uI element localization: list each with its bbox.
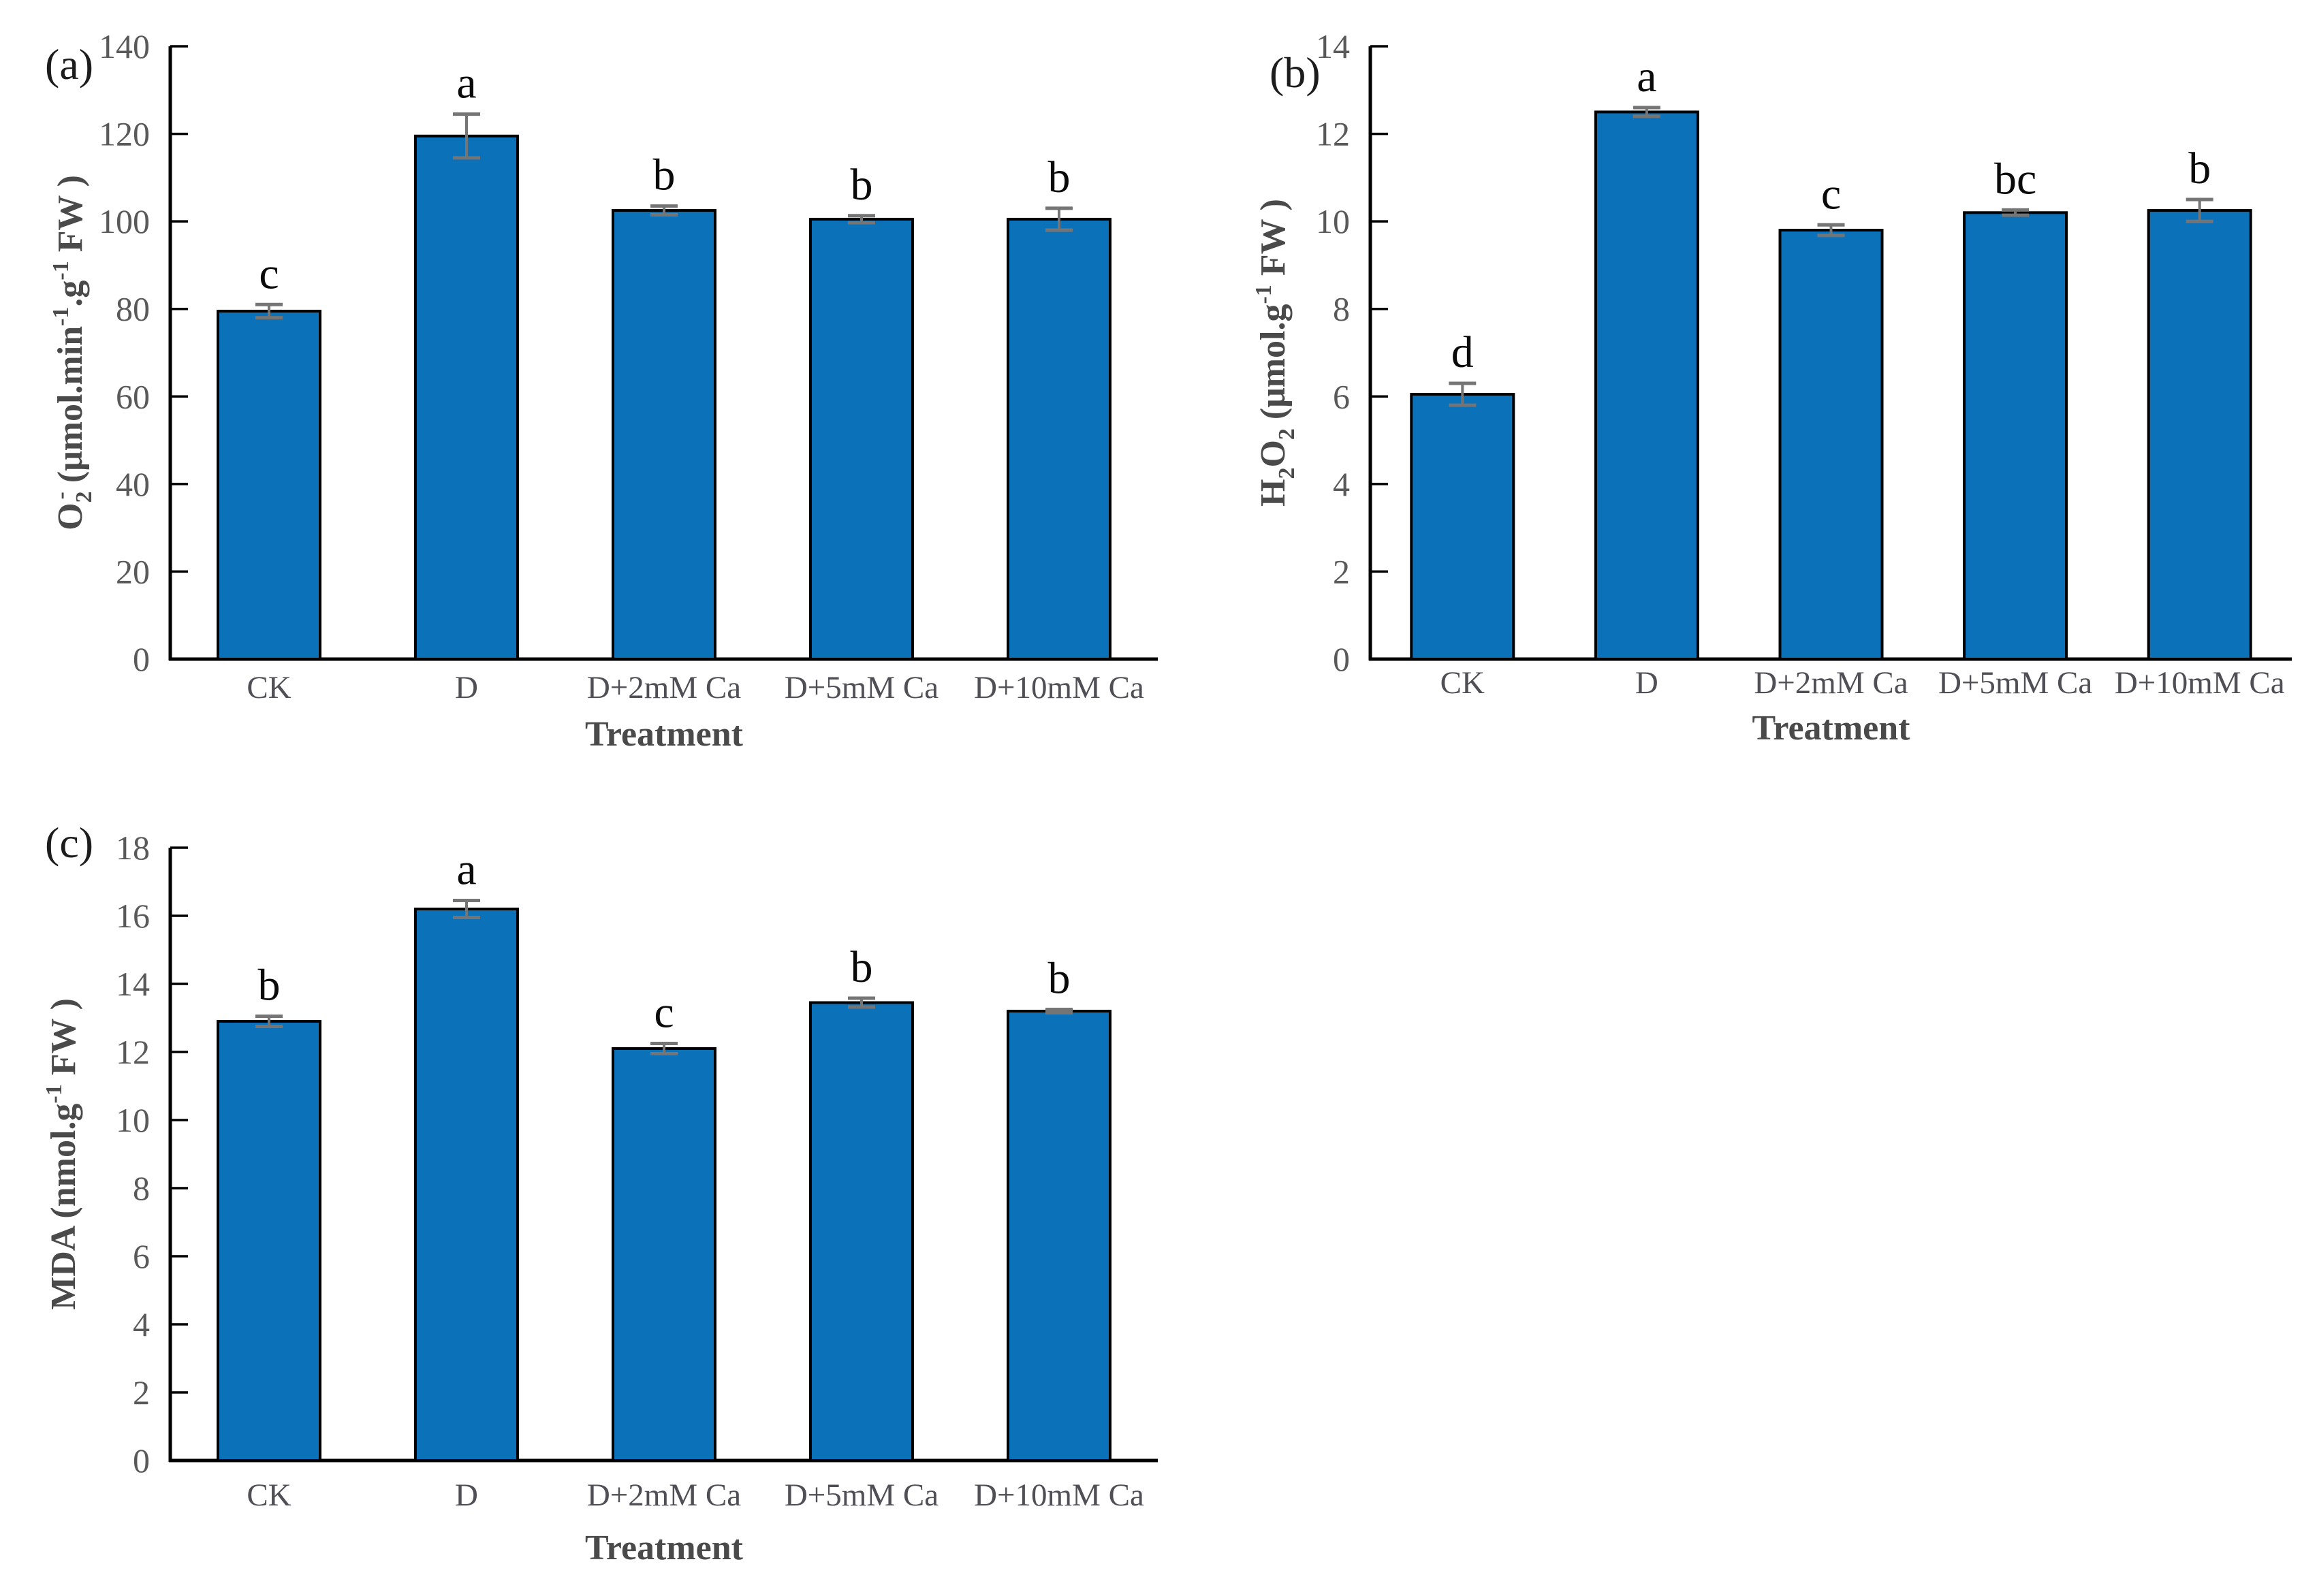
y-tick-label: 4 (1333, 465, 1350, 503)
bar (2147, 209, 2252, 661)
x-tick-label: CK (247, 670, 291, 705)
bar (1963, 211, 2068, 660)
bar (1778, 229, 1884, 660)
sig-letter: b (2188, 144, 2211, 193)
y-tick-label: 6 (133, 1237, 150, 1275)
y-tick-label: 80 (116, 290, 150, 328)
sig-letter: c (259, 249, 279, 298)
y-tick-label: 16 (116, 897, 150, 935)
y-tick-label: 8 (133, 1169, 150, 1207)
sig-letter: a (456, 59, 476, 108)
bar (1007, 217, 1111, 660)
panel-label-a: (a) (45, 40, 94, 89)
bar (612, 209, 716, 661)
x-tick-label: D+5mM Ca (1938, 665, 2092, 701)
y-tick-label: 14 (116, 965, 150, 1003)
x-tick-label: D+2mM Ca (587, 670, 741, 705)
x-tick-label: D+2mM Ca (587, 1478, 741, 1513)
bar (1410, 393, 1515, 660)
sig-letter: b (1048, 954, 1071, 1004)
bar (217, 1020, 321, 1462)
y-tick-label: 10 (116, 1101, 150, 1139)
x-tick-label: D+10mM Ca (974, 670, 1144, 705)
x-tick-label: D (1635, 665, 1658, 701)
y-tick-label: 0 (133, 1441, 150, 1480)
bar (1594, 110, 1699, 660)
y-tick-label: 60 (116, 377, 150, 415)
y-axis-title: MDA (nmol.g-1 FW ) (42, 998, 83, 1310)
y-tick-label: 20 (116, 552, 150, 590)
y-tick-label: 12 (1316, 115, 1350, 153)
sig-letter: d (1451, 328, 1474, 377)
y-tick-label: 100 (99, 202, 150, 240)
y-tick-label: 14 (1316, 27, 1350, 65)
x-tick-label: D (455, 1478, 478, 1513)
y-tick-label: 0 (1333, 640, 1350, 678)
y-axis-title: O2- (μmol.min-1.g-1 FW ) (48, 175, 97, 530)
bar (414, 134, 519, 661)
y-tick-label: 18 (116, 829, 150, 867)
y-tick-label: 2 (1333, 552, 1350, 590)
sig-letter: a (1637, 52, 1656, 101)
bar (809, 1001, 914, 1462)
y-tick-label: 12 (116, 1033, 150, 1071)
x-axis-title: Treatment (1752, 709, 1911, 748)
x-tick-label: D+2mM Ca (1754, 665, 1908, 701)
sig-letter: c (1821, 169, 1841, 219)
sig-letter: b (851, 942, 873, 992)
sig-letter: b (1048, 153, 1071, 202)
x-tick-label: D (455, 670, 478, 705)
panel-label-c: (c) (45, 818, 94, 867)
y-tick-label: 2 (133, 1373, 150, 1411)
sig-letter: b (653, 150, 676, 200)
x-tick-label: D+10mM Ca (2115, 665, 2285, 701)
sig-letter: c (654, 988, 674, 1038)
sig-letter: a (456, 845, 476, 895)
y-tick-label: 10 (1316, 202, 1350, 240)
sig-letter: b (851, 160, 873, 210)
y-tick-label: 120 (99, 115, 150, 153)
sig-letter: b (258, 961, 281, 1010)
y-tick-label: 8 (1333, 290, 1350, 328)
y-axis-title: H2O2 (μmol.g-1 FW ) (1251, 199, 1299, 507)
x-tick-label: D+5mM Ca (785, 670, 939, 705)
bar-chart-a-svg: 0 20 40 60 80 100 120 140 c CK a Db D+2mM Ca b D+5mM C… (48, 27, 1158, 754)
y-tick-label: 0 (133, 640, 150, 678)
bar (414, 908, 519, 1462)
y-tick-label: 140 (99, 27, 150, 65)
x-tick-label: CK (247, 1478, 291, 1513)
y-tick-label: 6 (1333, 377, 1350, 415)
x-tick-label: CK (1440, 665, 1485, 701)
bar-chart-c-svg: 0 2 4 6 8 10 12 14 16 18 b CK a Dc D+2mM Ca b D+5mM Ca b D… (42, 829, 1158, 1567)
x-tick-label: D+10mM Ca (974, 1478, 1144, 1513)
x-axis-title: Treatment (585, 1529, 744, 1567)
bar (217, 309, 321, 660)
y-tick-label: 4 (133, 1305, 150, 1343)
sig-letter: bc (1994, 154, 2036, 204)
y-tick-label: 40 (116, 465, 150, 503)
x-tick-label: D+5mM Ca (785, 1478, 939, 1513)
panel-label-b: (b) (1270, 48, 1321, 97)
bar (1007, 1010, 1111, 1462)
bar-chart-b-svg: 0 2 4 6 8 10 12 14 d CK a Dc D+2mM Ca bc D+5mM Ca b D+10… (1251, 27, 2292, 748)
bar (809, 217, 914, 660)
x-axis-title: Treatment (585, 715, 744, 754)
bar (612, 1047, 716, 1462)
